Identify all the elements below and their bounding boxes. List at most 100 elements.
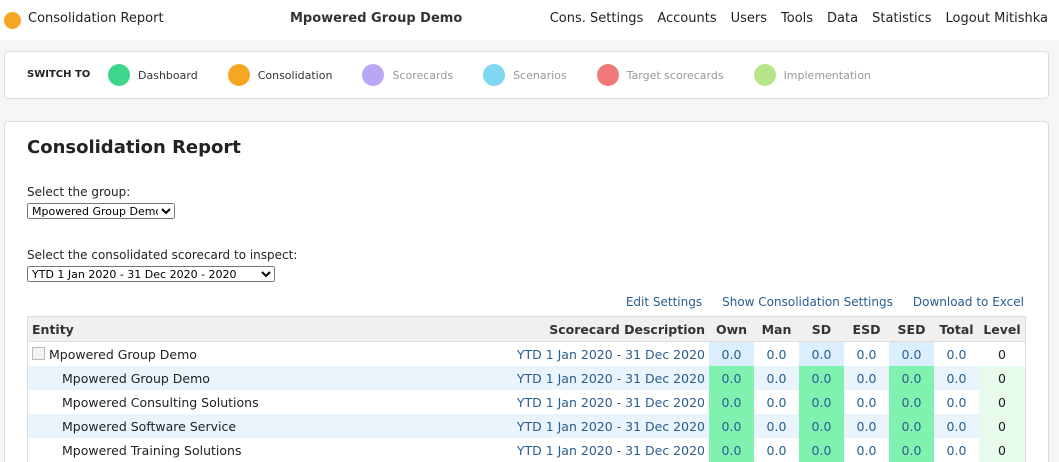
value-cell: 0.0 xyxy=(856,370,877,386)
report-link[interactable]: Download to Excel xyxy=(912,295,1024,309)
value-cell: 0.0 xyxy=(889,390,934,414)
value-cell: 0 xyxy=(998,346,1006,362)
entity-cell: Mpowered Training Solutions xyxy=(28,438,400,462)
column-header: Entity xyxy=(27,316,399,342)
table-row: Mpowered Software Service YTD 1 Jan 2020 … xyxy=(27,414,1026,438)
value-cell: 0.0 xyxy=(889,414,934,438)
value-cell: 0.0 xyxy=(766,346,787,362)
switch-icon xyxy=(483,64,506,86)
nav: Cons. Settings Accounts Users Tools Data Stat… xyxy=(550,11,1048,26)
switch-item[interactable]: Implementation xyxy=(753,64,871,86)
switch-icon xyxy=(108,64,130,86)
table-row: Mpowered Group Demo YTD 1 Jan 2020 - 31 D… xyxy=(27,341,1026,367)
group-select[interactable]: Mpowered Group Demo xyxy=(27,203,175,219)
scorecard-link[interactable]: YTD 1 Jan 2020 - 31 Dec 2020 xyxy=(516,370,705,386)
scorecard-label: Select the consolidated scorecard to ins… xyxy=(27,248,298,262)
value-cell: 0.0 xyxy=(766,418,787,434)
value-cell: 0.0 xyxy=(799,366,844,390)
app-title[interactable]: Consolidation Report xyxy=(28,11,164,26)
scorecard-link[interactable]: YTD 1 Jan 2020 - 31 Dec 2020 xyxy=(516,418,705,434)
value-cell: 0.0 xyxy=(709,414,754,438)
switch-label: SWITCH TO xyxy=(27,69,91,80)
value-cell: 0.0 xyxy=(889,366,934,390)
value-cell: 0.0 xyxy=(946,346,967,362)
scorecard-link[interactable]: YTD 1 Jan 2020 - 31 Dec 2020 xyxy=(516,442,705,458)
scorecard-link[interactable]: YTD 1 Jan 2020 - 31 Dec 2020 xyxy=(516,394,705,410)
org-name: Mpowered Group Demo xyxy=(290,11,463,26)
report-link[interactable]: Show Consolidation Settings xyxy=(722,295,893,309)
value-cell: 0.0 xyxy=(766,370,787,386)
collapse-toggle[interactable] xyxy=(32,346,45,360)
switch-text: Implementation xyxy=(783,68,871,82)
entity-cell: Mpowered Group Demo xyxy=(28,342,400,367)
switch-text: Scorecards xyxy=(392,68,454,82)
value-cell: 0.0 xyxy=(799,414,844,438)
column-header: Man xyxy=(754,316,799,342)
value-cell: 0.0 xyxy=(946,418,967,434)
switch-item[interactable]: Scenarios xyxy=(483,64,567,86)
nav-link[interactable]: Data xyxy=(827,11,859,26)
value-cell: 0.0 xyxy=(856,394,877,410)
value-cell: 0.0 xyxy=(946,442,967,458)
nav-link[interactable]: Users xyxy=(730,11,768,26)
switch-text: Target scorecards xyxy=(626,68,724,82)
logo[interactable] xyxy=(4,12,21,29)
switch-text: Scenarios xyxy=(513,68,567,82)
switch-panel: SWITCH TO Dashboard Consolidation Scorecar… xyxy=(4,51,1049,99)
nav-link[interactable]: Cons. Settings xyxy=(549,11,644,26)
switch-item[interactable]: Consolidation xyxy=(227,64,333,86)
switch-items: Dashboard Consolidation Scorecards Scenario… xyxy=(108,64,901,86)
switch-text: Consolidation xyxy=(257,68,333,82)
switch-text: Dashboard xyxy=(138,68,198,82)
value-cell: 0.0 xyxy=(946,370,967,386)
column-header: Own xyxy=(709,316,754,342)
nav-link[interactable]: Statistics xyxy=(872,11,932,26)
nav-link[interactable]: Accounts xyxy=(657,11,717,26)
header-row: Entity Scorecard Description Own Man SD ESD SE… xyxy=(27,316,1026,342)
report-title: Consolidation Report xyxy=(27,137,241,158)
switch-icon xyxy=(596,64,619,86)
scorecard-select[interactable]: YTD 1 Jan 2020 - 31 Dec 2020 - 2020 xyxy=(27,266,275,282)
entity-name: Mpowered Consulting Solutions xyxy=(62,394,259,410)
switch-icon xyxy=(362,64,385,86)
column-header: Total xyxy=(934,316,979,342)
value-cell: 0.0 xyxy=(856,418,877,434)
entity-cell: Mpowered Software Service xyxy=(28,414,400,438)
top-bar: Consolidation Report Mpowered Group Demo… xyxy=(0,0,1059,40)
value-cell: 0.0 xyxy=(709,341,754,366)
entity-name: Mpowered Group Demo xyxy=(62,370,210,386)
group-label: Select the group: xyxy=(27,185,131,199)
column-header: Scorecard Description xyxy=(399,316,709,342)
switch-item[interactable]: Target scorecards xyxy=(596,64,724,86)
value-cell: 0 xyxy=(979,366,1026,390)
table-row: Mpowered Consulting Solutions YTD 1 Jan 2… xyxy=(27,390,1026,414)
value-cell: 0 xyxy=(979,390,1026,414)
column-header: ESD xyxy=(844,316,889,342)
report-link[interactable]: Edit Settings xyxy=(625,295,703,309)
switch-item[interactable]: Scorecards xyxy=(362,64,453,86)
report-links: Edit Settings Show Consolidation Settings… xyxy=(626,295,1024,309)
column-header: Level xyxy=(979,316,1026,342)
report-panel xyxy=(4,121,1049,462)
entity-name: Mpowered Software Service xyxy=(62,418,237,434)
value-cell: 0.0 xyxy=(889,438,934,462)
value-cell: 0.0 xyxy=(766,442,787,458)
column-header: SD xyxy=(799,316,844,342)
switch-icon xyxy=(227,64,250,86)
nav-link[interactable]: Logout Mitishka xyxy=(945,11,1048,26)
value-cell: 0 xyxy=(979,414,1026,438)
consolidation-table: Entity Scorecard Description Own Man SD ESD SE… xyxy=(27,316,1026,462)
value-cell: 0.0 xyxy=(709,366,754,390)
scorecard-link[interactable]: YTD 1 Jan 2020 - 31 Dec 2020 xyxy=(516,346,705,362)
switch-item[interactable]: Dashboard xyxy=(108,64,198,86)
value-cell: 0.0 xyxy=(889,341,934,366)
value-cell: 0.0 xyxy=(799,341,844,366)
entity-name: Mpowered Training Solutions xyxy=(62,442,242,458)
nav-link[interactable]: Tools xyxy=(781,11,814,26)
value-cell: 0.0 xyxy=(766,394,787,410)
value-cell: 0.0 xyxy=(946,394,967,410)
value-cell: 0.0 xyxy=(856,442,877,458)
column-header: SED xyxy=(889,316,934,342)
